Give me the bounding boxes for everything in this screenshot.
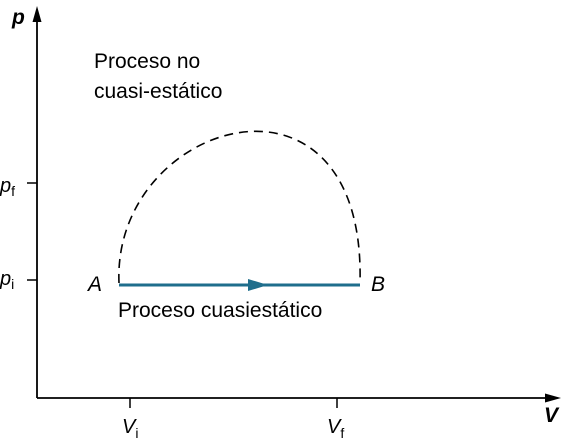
- x-axis-arrowhead: [545, 393, 561, 403]
- y-tick-label-pf: pf: [0, 175, 15, 199]
- x-axis-label: V: [544, 404, 560, 427]
- non-quasistatic-label-line2: cuasi-estático: [94, 80, 222, 103]
- y-tick-label-pi: pi: [0, 268, 14, 292]
- quasistatic-label: Proceso cuasiestático: [118, 299, 322, 322]
- point-b-label: B: [371, 273, 385, 296]
- point-a-label: A: [86, 273, 102, 296]
- y-axis-label: p: [11, 6, 25, 29]
- x-tick-label-vi: Vi: [122, 416, 138, 441]
- y-axis-arrowhead: [32, 6, 42, 22]
- non-quasistatic-curve: [118, 130, 361, 284]
- quasistatic-arrowhead: [248, 279, 268, 291]
- x-tick-label-vf: Vf: [327, 416, 344, 441]
- non-quasistatic-label-line1: Proceso no: [94, 50, 200, 73]
